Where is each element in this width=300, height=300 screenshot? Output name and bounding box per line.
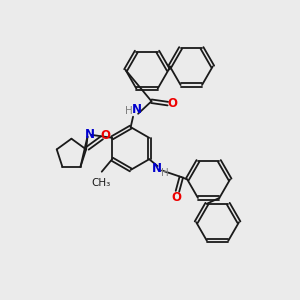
Text: O: O	[171, 191, 181, 204]
Text: O: O	[167, 97, 177, 110]
Text: CH₃: CH₃	[91, 178, 110, 188]
Text: N: N	[132, 103, 142, 116]
Text: H: H	[161, 168, 169, 178]
Text: H: H	[125, 106, 133, 116]
Text: N: N	[152, 162, 162, 175]
Text: N: N	[85, 128, 95, 141]
Text: O: O	[100, 129, 110, 142]
